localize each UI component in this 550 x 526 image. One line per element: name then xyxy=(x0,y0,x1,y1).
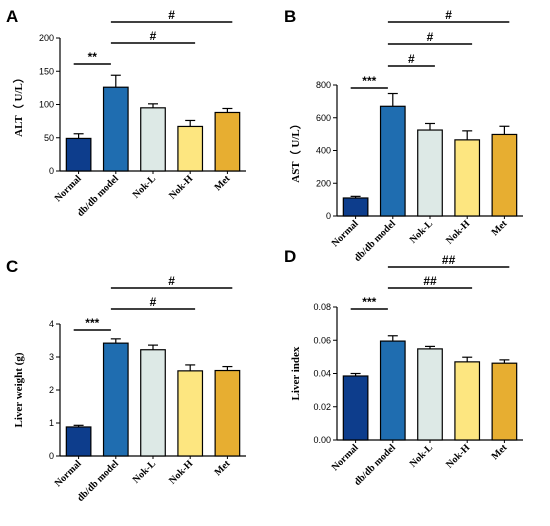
y-axis-label: AST（ U/L） xyxy=(289,118,302,183)
x-tick-label: Normal xyxy=(330,218,361,249)
significance-label: ** xyxy=(88,50,98,64)
x-tick-label: Nok-H xyxy=(444,218,472,246)
bar-met xyxy=(491,133,518,217)
bar-nok-h xyxy=(454,361,481,441)
bar-normal xyxy=(65,137,92,172)
panel-letter: C xyxy=(6,257,18,276)
bar-db-db-model xyxy=(102,342,129,457)
bar-nok-h xyxy=(177,125,204,172)
significance-label: # xyxy=(427,30,434,44)
x-tick-label: Met xyxy=(213,458,233,478)
y-tick-label: 4 xyxy=(49,319,54,329)
y-tick-label: 200 xyxy=(39,33,54,43)
significance-label: *** xyxy=(362,295,376,309)
x-tick-label: Nok-H xyxy=(444,442,472,470)
y-axis-label: ALT（ U/L） xyxy=(12,72,25,137)
y-tick-label: 50 xyxy=(44,133,54,143)
y-tick-label: 100 xyxy=(39,100,54,110)
panel-letter: B xyxy=(284,7,296,26)
x-tick-label: Nok-H xyxy=(167,458,195,486)
x-tick-label: Normal xyxy=(53,458,84,489)
bar-met xyxy=(491,362,518,441)
bar-nok-l xyxy=(140,107,166,172)
y-tick-label: 0.00 xyxy=(313,435,331,445)
x-tick-label: Met xyxy=(213,173,233,193)
y-tick-label: 1 xyxy=(49,418,54,428)
y-tick-label: 0 xyxy=(49,166,54,176)
bar-db-db-model xyxy=(379,105,406,217)
x-tick-label: Nok-H xyxy=(167,173,195,201)
y-axis-label: Liver weight (g) xyxy=(13,352,25,427)
significance-label: *** xyxy=(85,316,99,330)
x-tick-label: Normal xyxy=(330,442,361,473)
significance-label: # xyxy=(168,274,175,288)
bar-normal xyxy=(342,375,369,441)
y-tick-label: 0.08 xyxy=(313,302,331,312)
bar-db-db-model xyxy=(102,86,129,172)
y-tick-label: 2 xyxy=(49,385,54,395)
x-tick-label: Met xyxy=(490,442,510,462)
bar-db-db-model xyxy=(379,340,406,441)
bar-nok-l xyxy=(417,129,443,217)
y-tick-label: 0.06 xyxy=(313,335,331,345)
bar-met xyxy=(214,369,241,457)
significance-label: ## xyxy=(442,253,456,267)
y-tick-label: 400 xyxy=(316,146,331,156)
bar-nok-l xyxy=(417,348,443,441)
y-tick-label: 3 xyxy=(49,352,54,362)
significance-label: # xyxy=(408,52,415,66)
significance-label: ## xyxy=(423,274,437,288)
significance-label: # xyxy=(445,8,452,22)
panel-letter: A xyxy=(6,7,18,26)
bar-met xyxy=(214,111,241,172)
y-tick-label: 600 xyxy=(316,113,331,123)
significance-label: # xyxy=(150,295,157,309)
y-tick-label: 0.04 xyxy=(313,369,331,379)
y-axis-label: Liver index xyxy=(290,346,302,400)
y-tick-label: 800 xyxy=(316,80,331,90)
bar-normal xyxy=(342,197,369,217)
x-tick-label: Normal xyxy=(53,173,84,204)
y-tick-label: 150 xyxy=(39,66,54,76)
y-tick-label: 200 xyxy=(316,178,331,188)
x-tick-label: Nok-L xyxy=(131,173,159,201)
significance-label: # xyxy=(150,29,157,43)
bar-normal xyxy=(65,426,92,457)
panel-letter: D xyxy=(284,247,296,266)
x-tick-label: Nok-L xyxy=(131,458,159,486)
y-tick-label: 0 xyxy=(49,451,54,461)
x-tick-label: Met xyxy=(490,218,510,238)
bar-nok-h xyxy=(177,370,204,457)
bar-nok-h xyxy=(454,139,481,217)
y-tick-label: 0.02 xyxy=(313,402,331,412)
bar-nok-l xyxy=(140,349,166,457)
x-tick-label: Nok-L xyxy=(408,442,436,470)
significance-label: *** xyxy=(362,74,376,88)
y-tick-label: 0 xyxy=(326,211,331,221)
significance-label: # xyxy=(168,8,175,22)
x-tick-label: Nok-L xyxy=(408,218,436,246)
